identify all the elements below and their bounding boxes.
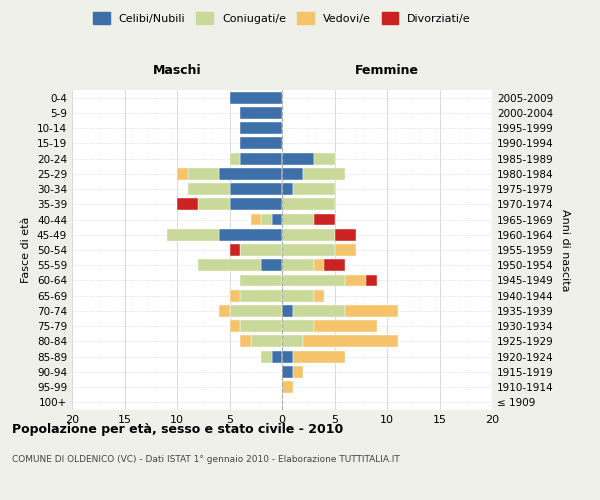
Bar (240, 107, 282, 119)
Legend: Celibi/Nubili, Coniugati/e, Vedovi/e, Divorziati/e: Celibi/Nubili, Coniugati/e, Vedovi/e, Di… (89, 8, 475, 28)
Bar (229, 305, 282, 317)
Bar (229, 92, 282, 104)
Y-axis label: Fasce di età: Fasce di età (22, 217, 31, 283)
Bar (240, 122, 282, 134)
Bar (314, 290, 324, 302)
Bar (198, 198, 229, 210)
Bar (282, 305, 293, 317)
Bar (251, 336, 282, 347)
Bar (282, 350, 293, 362)
Text: Popolazione per età, sesso e stato civile - 2010: Popolazione per età, sesso e stato civil… (12, 422, 343, 436)
Bar (282, 366, 293, 378)
Bar (345, 305, 398, 317)
Bar (282, 336, 303, 347)
Bar (282, 244, 335, 256)
Bar (303, 336, 398, 347)
Text: Maschi: Maschi (152, 64, 202, 78)
Bar (282, 168, 303, 180)
Bar (293, 350, 345, 362)
Bar (177, 168, 187, 180)
Bar (303, 168, 345, 180)
Bar (314, 260, 324, 271)
Bar (240, 290, 282, 302)
Bar (293, 183, 335, 195)
Text: Femmine: Femmine (355, 64, 419, 78)
Bar (229, 183, 282, 195)
Bar (229, 290, 240, 302)
Bar (324, 260, 345, 271)
Y-axis label: Anni di nascita: Anni di nascita (560, 209, 570, 291)
Bar (282, 274, 345, 286)
Bar (219, 168, 282, 180)
Bar (198, 260, 261, 271)
Text: COMUNE DI OLDENICO (VC) - Dati ISTAT 1° gennaio 2010 - Elaborazione TUTTITALIA.I: COMUNE DI OLDENICO (VC) - Dati ISTAT 1° … (12, 455, 400, 464)
Bar (261, 214, 271, 226)
Bar (282, 152, 314, 164)
Bar (282, 381, 293, 393)
Bar (293, 366, 303, 378)
Bar (187, 183, 229, 195)
Bar (240, 320, 282, 332)
Bar (240, 274, 282, 286)
Bar (282, 198, 335, 210)
Bar (335, 244, 355, 256)
Bar (282, 290, 314, 302)
Bar (282, 260, 314, 271)
Bar (261, 260, 282, 271)
Bar (335, 229, 355, 240)
Bar (282, 320, 314, 332)
Bar (229, 152, 240, 164)
Bar (219, 305, 229, 317)
Bar (345, 274, 366, 286)
Bar (271, 214, 282, 226)
Bar (229, 320, 240, 332)
Bar (229, 244, 240, 256)
Bar (229, 198, 282, 210)
Bar (314, 152, 335, 164)
Bar (366, 274, 377, 286)
Bar (240, 244, 282, 256)
Bar (314, 320, 377, 332)
Bar (282, 183, 293, 195)
Bar (167, 229, 219, 240)
Bar (187, 168, 219, 180)
Bar (282, 214, 314, 226)
Bar (271, 350, 282, 362)
Bar (219, 229, 282, 240)
Bar (177, 198, 198, 210)
Bar (314, 214, 335, 226)
Bar (261, 350, 271, 362)
Bar (240, 336, 251, 347)
Bar (240, 138, 282, 149)
Bar (240, 152, 282, 164)
Bar (282, 229, 335, 240)
Bar (293, 305, 345, 317)
Bar (251, 214, 261, 226)
